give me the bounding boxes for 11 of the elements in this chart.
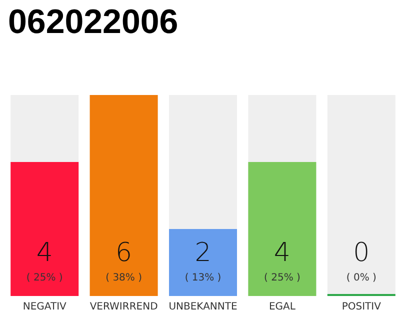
x-tick-label: POSITIV: [342, 302, 382, 312]
data-label: 2 ( 13% ): [184, 238, 222, 284]
x-tick-label: NEGATIV: [22, 302, 67, 312]
x-tick-label: VERWIRREND: [90, 302, 158, 312]
chart-title: 062022006: [8, 3, 178, 41]
data-label: 6 ( 38% ): [106, 238, 142, 284]
data-label: 4 ( 25% ): [26, 238, 63, 284]
x-tick-label: UNBEKANNTE: [168, 302, 238, 312]
data-label: 4 ( 25% ): [264, 238, 300, 284]
x-tick-label: EGAL: [268, 302, 296, 312]
data-label: 0 ( 0% ): [346, 238, 377, 284]
